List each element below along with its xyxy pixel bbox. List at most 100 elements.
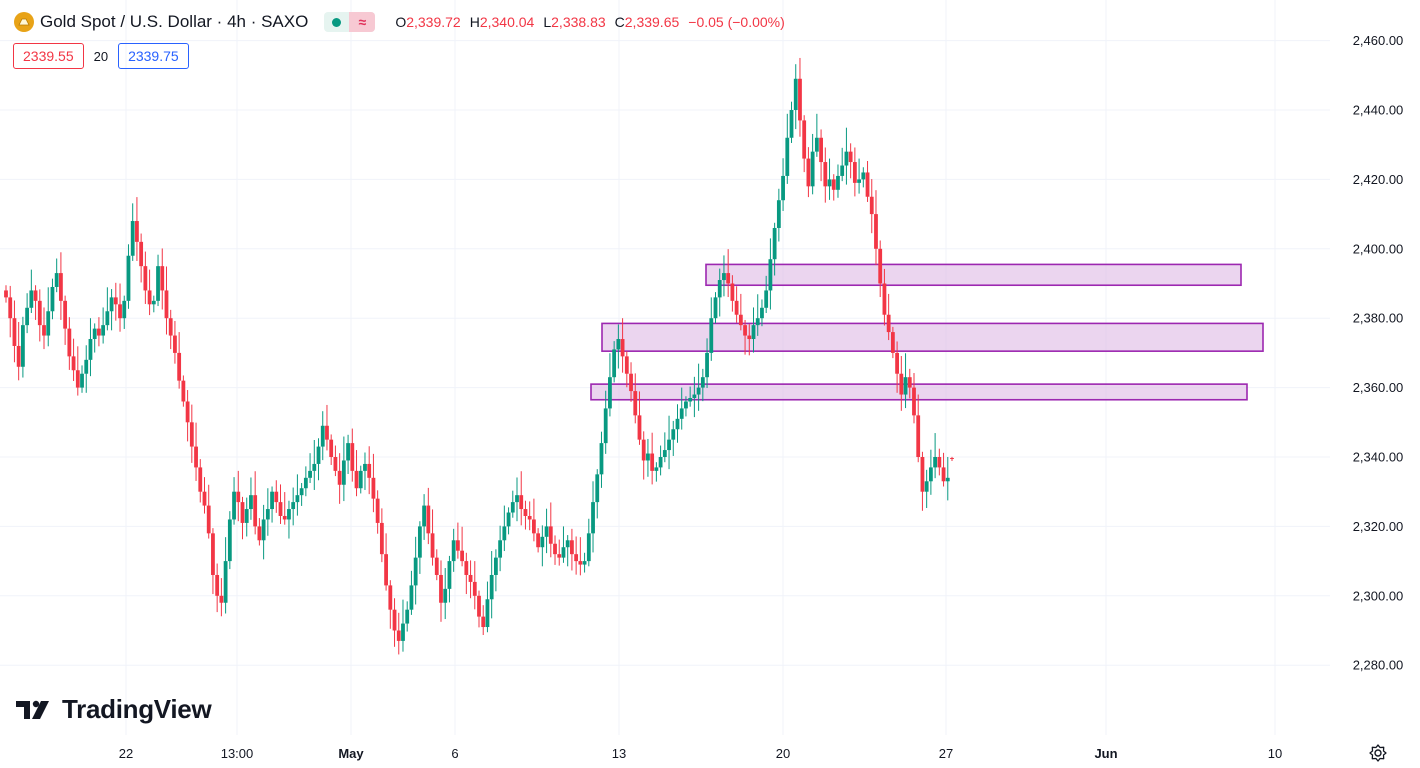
candle	[447, 555, 452, 603]
candle	[189, 404, 194, 463]
candle	[181, 375, 186, 407]
candle	[895, 341, 899, 393]
y-tick-label: 2,420.00	[1353, 172, 1404, 187]
candle	[532, 498, 536, 542]
candle	[316, 438, 321, 481]
candle	[468, 560, 473, 599]
sell-price-button[interactable]: 2339.55	[13, 43, 84, 69]
chart-grid	[0, 0, 1330, 735]
candle	[303, 466, 308, 497]
candle	[63, 295, 68, 345]
candle	[460, 526, 465, 567]
candle	[173, 320, 177, 364]
candle	[574, 536, 579, 575]
candle	[709, 297, 714, 361]
x-tick-label: 6	[451, 746, 458, 761]
candle	[422, 494, 426, 540]
candle	[211, 528, 215, 595]
candle	[798, 57, 802, 137]
candle	[253, 471, 258, 535]
candle	[143, 251, 148, 304]
candle	[924, 469, 929, 509]
highlight-zone[interactable]	[705, 263, 1242, 287]
y-tick-label: 2,280.00	[1353, 658, 1404, 673]
candle	[836, 164, 840, 198]
candle	[840, 147, 845, 182]
candle	[42, 307, 46, 350]
candle	[493, 549, 498, 592]
market-status[interactable]: ≈	[324, 12, 376, 32]
candle	[109, 289, 114, 331]
candle	[857, 158, 861, 194]
spread-value: 20	[93, 48, 109, 64]
candle	[105, 287, 110, 331]
candle	[147, 269, 152, 316]
candle	[481, 605, 486, 636]
highlight-zones[interactable]	[590, 263, 1264, 401]
tradingview-logo[interactable]: TradingView	[16, 694, 212, 725]
candle	[692, 376, 697, 418]
candle	[282, 492, 287, 525]
candle	[696, 363, 701, 411]
candle	[8, 285, 13, 338]
candle	[650, 432, 655, 485]
candle	[713, 292, 718, 324]
candle	[578, 537, 583, 576]
candle	[455, 522, 460, 559]
candle	[950, 456, 954, 462]
candle	[814, 113, 819, 157]
candle	[519, 471, 524, 526]
candle	[329, 434, 334, 465]
candle	[557, 539, 562, 566]
time-axis[interactable]: 22 13:00 May 6 13 20 27 Jun 10	[119, 746, 1282, 761]
candle	[776, 188, 781, 242]
candle	[890, 326, 895, 359]
x-tick-label: 10	[1268, 746, 1282, 761]
price-axis[interactable]: 2,460.00 2,440.00 2,420.00 2,400.00 2,380.00…	[1353, 33, 1404, 673]
data-status-icon[interactable]: ≈	[349, 12, 376, 32]
ohlc-close: C2,339.65	[614, 14, 680, 30]
x-tick-label: Jun	[1094, 746, 1117, 761]
candle	[705, 338, 709, 388]
candle	[223, 537, 228, 614]
candle	[789, 101, 794, 143]
candle	[641, 431, 646, 480]
highlight-zone[interactable]	[601, 322, 1264, 352]
candle	[565, 535, 570, 567]
ohlc-high: H2,340.04	[469, 14, 535, 30]
candle	[71, 338, 76, 382]
candle	[261, 504, 266, 560]
candle	[595, 469, 600, 519]
y-tick-label: 2,320.00	[1353, 519, 1404, 534]
candle	[637, 391, 642, 445]
candle	[227, 511, 232, 570]
candle	[168, 309, 173, 350]
candle	[341, 436, 346, 502]
candle	[320, 411, 325, 461]
candle	[113, 282, 118, 321]
candle	[624, 351, 629, 388]
candle	[498, 525, 503, 572]
buy-price-button[interactable]: 2339.75	[118, 43, 189, 69]
candle	[265, 488, 270, 536]
candle	[760, 299, 764, 327]
candle	[540, 525, 545, 567]
candle	[941, 452, 946, 487]
candle	[781, 158, 785, 211]
tradingview-logo-icon	[16, 700, 49, 719]
candle	[396, 612, 401, 655]
highlight-zone[interactable]	[590, 383, 1248, 401]
candle	[12, 300, 17, 363]
candle	[793, 64, 798, 130]
y-tick-label: 2,400.00	[1353, 241, 1404, 256]
candle	[772, 222, 777, 276]
x-tick-label: 20	[776, 746, 790, 761]
symbol-title[interactable]: Gold Spot / U.S. Dollar · 4h · SAXO	[40, 12, 309, 31]
candle	[662, 432, 667, 463]
candle	[726, 249, 731, 298]
candle	[75, 346, 80, 396]
candle	[130, 203, 135, 261]
candle	[219, 578, 224, 617]
settings-gear-icon[interactable]	[1368, 743, 1388, 763]
